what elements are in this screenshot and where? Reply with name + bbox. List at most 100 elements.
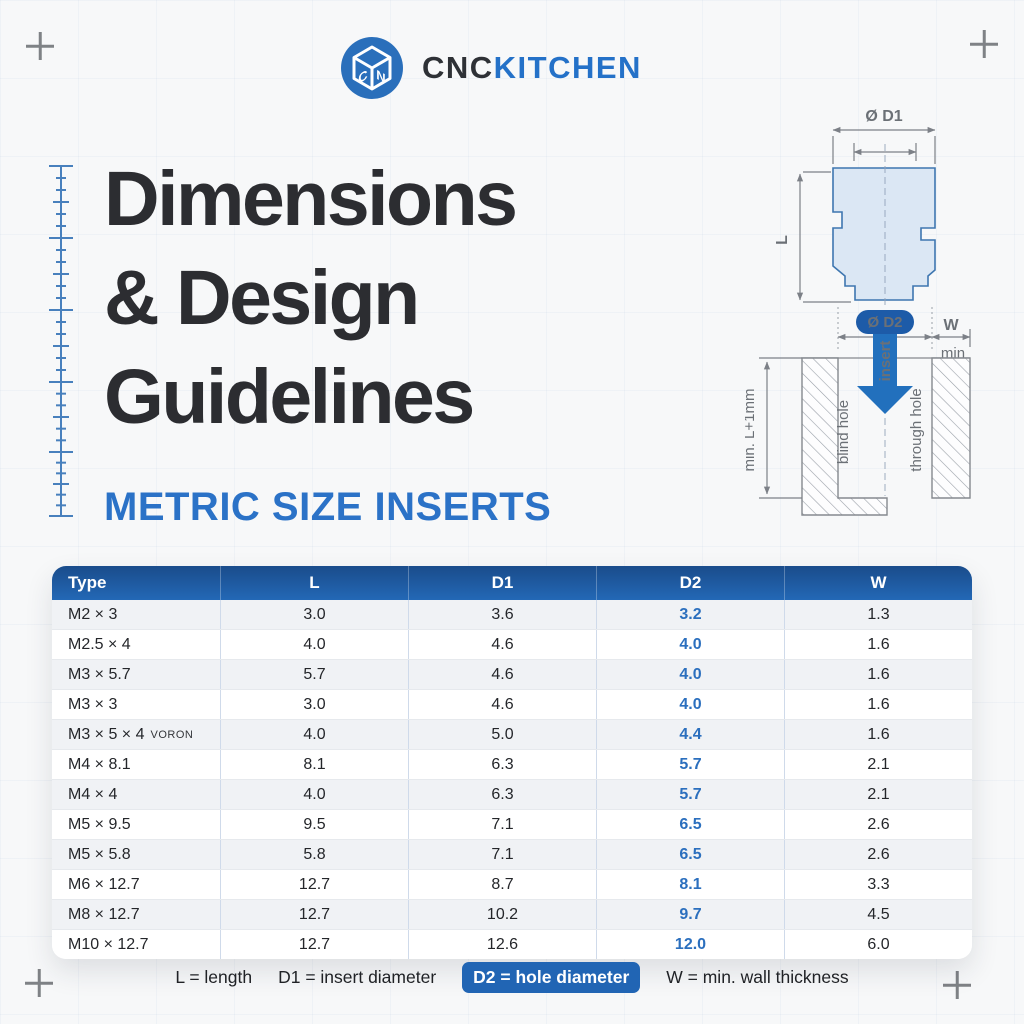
legend-item-highlight: D2 = hole diameter bbox=[462, 962, 641, 993]
cell-d2: 4.0 bbox=[596, 630, 784, 659]
legend-item: L = length bbox=[175, 967, 253, 987]
logo-text-cnc: CNC bbox=[422, 50, 494, 85]
table-row: M10 × 12.7 12.7 12.6 12.0 6.0 bbox=[52, 930, 972, 959]
through-hole-block bbox=[931, 357, 971, 499]
cell-type: M5 × 5.8 bbox=[68, 845, 131, 863]
label-through-hole: through hole bbox=[908, 388, 925, 471]
cell-w: 1.6 bbox=[784, 630, 972, 659]
cell-l: 3.0 bbox=[220, 600, 408, 629]
legend-item: D1 = insert diameter bbox=[278, 967, 437, 987]
table-row: M2 × 3 3.0 3.6 3.2 1.3 bbox=[52, 600, 972, 630]
cell-type: M5 × 9.5 bbox=[68, 815, 131, 833]
cell-type: M3 × 5.7 bbox=[68, 665, 131, 683]
cell-type: M6 × 12.7 bbox=[68, 875, 140, 893]
cell-type: M4 × 4 bbox=[68, 785, 118, 803]
cell-type: M8 × 12.7 bbox=[68, 905, 140, 923]
header-d1: D1 bbox=[408, 566, 596, 600]
cell-l: 4.0 bbox=[220, 720, 408, 749]
table-row: M3 × 3 3.0 4.6 4.0 1.6 bbox=[52, 690, 972, 720]
table-row: M5 × 9.5 9.5 7.1 6.5 2.6 bbox=[52, 810, 972, 840]
cell-d1: 10.2 bbox=[408, 900, 596, 929]
cell-d2: 6.5 bbox=[596, 840, 784, 869]
cell-d1: 7.1 bbox=[408, 840, 596, 869]
crosshair-top-left bbox=[26, 32, 54, 60]
cell-d2: 3.2 bbox=[596, 600, 784, 629]
table-row: M3 × 5.7 5.7 4.6 4.0 1.6 bbox=[52, 660, 972, 690]
crosshair-top-right bbox=[970, 30, 998, 58]
table-row: M6 × 12.7 12.7 8.7 8.1 3.3 bbox=[52, 870, 972, 900]
dim-label-min-depth: min. L+1mm bbox=[745, 389, 758, 472]
cell-d1: 5.0 bbox=[408, 720, 596, 749]
svg-text:N: N bbox=[376, 66, 385, 86]
cell-d1: 4.6 bbox=[408, 630, 596, 659]
cell-d1: 4.6 bbox=[408, 690, 596, 719]
logo-text-kitchen: KITCHEN bbox=[493, 50, 642, 85]
cell-type: M10 × 12.7 bbox=[68, 935, 149, 953]
title-line-1: Dimensions bbox=[104, 156, 518, 242]
svg-text:C: C bbox=[358, 66, 367, 86]
header-l: L bbox=[220, 566, 408, 600]
cell-w: 2.1 bbox=[784, 780, 972, 809]
title-line-3: Guidelines bbox=[104, 354, 475, 440]
cell-d1: 3.6 bbox=[408, 600, 596, 629]
title-line-2: & Design bbox=[104, 255, 420, 341]
cell-d1: 4.6 bbox=[408, 660, 596, 689]
cell-d2: 12.0 bbox=[596, 930, 784, 959]
cell-w: 1.6 bbox=[784, 690, 972, 719]
cell-d2: 9.7 bbox=[596, 900, 784, 929]
table-row: M2.5 × 4 4.0 4.6 4.0 1.6 bbox=[52, 630, 972, 660]
cell-l: 5.8 bbox=[220, 840, 408, 869]
cell-l: 4.0 bbox=[220, 630, 408, 659]
legend-item: W = min. wall thickness bbox=[666, 967, 849, 987]
cell-type: M2 × 3 bbox=[68, 605, 118, 623]
cell-w: 1.6 bbox=[784, 720, 972, 749]
cell-d2: 5.7 bbox=[596, 750, 784, 779]
table-row: M4 × 4 4.0 6.3 5.7 2.1 bbox=[52, 780, 972, 810]
logo-text: CNCKITCHEN bbox=[422, 50, 642, 86]
table-header: Type L D1 D2 W bbox=[52, 566, 972, 600]
header-type: Type bbox=[68, 573, 107, 592]
cell-d1: 8.7 bbox=[408, 870, 596, 899]
cell-type: M3 × 3 bbox=[68, 695, 118, 713]
cell-type: M2.5 × 4 bbox=[68, 635, 131, 653]
cell-w: 6.0 bbox=[784, 930, 972, 959]
logo: C N CNCKITCHEN bbox=[340, 36, 642, 100]
cell-l: 12.7 bbox=[220, 870, 408, 899]
cell-w: 1.3 bbox=[784, 600, 972, 629]
page-subtitle: METRIC SIZE INSERTS bbox=[104, 485, 552, 529]
cell-w: 2.1 bbox=[784, 750, 972, 779]
cell-l: 9.5 bbox=[220, 810, 408, 839]
cnc-kitchen-cube-icon: C N bbox=[341, 37, 403, 99]
cell-d1: 6.3 bbox=[408, 750, 596, 779]
header-w: W bbox=[784, 566, 972, 600]
title-block: Dimensions & Design Guidelines METRIC SI… bbox=[104, 150, 551, 530]
insert-arrow-label: insert bbox=[877, 341, 894, 382]
cell-w: 4.5 bbox=[784, 900, 972, 929]
cell-l: 4.0 bbox=[220, 780, 408, 809]
dimensions-table: Type L D1 D2 W M2 × 3 3.0 3.6 3.2 1.3 M2.5 × 4 4.0… bbox=[52, 566, 972, 959]
cell-l: 8.1 bbox=[220, 750, 408, 779]
cell-l: 5.7 bbox=[220, 660, 408, 689]
dim-label-d1: Ø D1 bbox=[865, 108, 902, 125]
cell-d2: 4.4 bbox=[596, 720, 784, 749]
cell-w: 3.3 bbox=[784, 870, 972, 899]
dim-label-l: L bbox=[774, 235, 791, 245]
cell-d2: 4.0 bbox=[596, 660, 784, 689]
table-row: M5 × 5.8 5.8 7.1 6.5 2.6 bbox=[52, 840, 972, 870]
table-row: M4 × 8.1 8.1 6.3 5.7 2.1 bbox=[52, 750, 972, 780]
ruler-ticks bbox=[49, 165, 73, 517]
page-title: Dimensions & Design Guidelines bbox=[104, 150, 551, 447]
dim-label-w: W bbox=[943, 317, 959, 334]
d2-badge bbox=[856, 310, 914, 334]
cell-d1: 7.1 bbox=[408, 810, 596, 839]
table-row: M8 × 12.7 12.7 10.2 9.7 4.5 bbox=[52, 900, 972, 930]
cell-d2: 6.5 bbox=[596, 810, 784, 839]
cell-l: 3.0 bbox=[220, 690, 408, 719]
cell-d1: 12.6 bbox=[408, 930, 596, 959]
blind-hole-block bbox=[801, 357, 888, 516]
ruler-graphic bbox=[49, 165, 73, 517]
cell-d2: 8.1 bbox=[596, 870, 784, 899]
legend: L = length D1 = insert diameter D2 = hole … bbox=[0, 962, 1024, 993]
cell-d2: 4.0 bbox=[596, 690, 784, 719]
